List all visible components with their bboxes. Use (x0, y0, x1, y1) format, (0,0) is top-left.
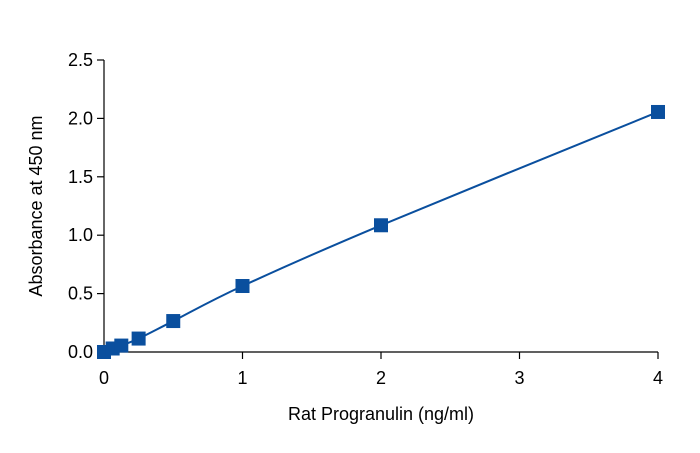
y-tick-label-0: 0.0 (68, 342, 93, 362)
data-point-2 (114, 338, 129, 353)
y-tick-label-3: 1.5 (68, 167, 93, 187)
x-axis-title: Rat Progranulin (ng/ml) (288, 404, 474, 424)
data-point-5 (235, 279, 250, 294)
x-tick-label-1: 1 (237, 368, 247, 388)
data-point-7 (651, 104, 665, 119)
y-tick-label-1: 0.5 (68, 284, 93, 304)
y-tick-label-2: 1.0 (68, 225, 93, 245)
data-point-4 (166, 314, 181, 329)
y-axis-ticks: 0.0 0.5 1.0 1.5 2.0 2.5 (68, 50, 104, 362)
plot-area: 0.0 0.5 1.0 1.5 2.0 2.5 0 1 2 3 4 (68, 50, 665, 388)
x-tick-label-3: 3 (514, 368, 524, 388)
x-axis-ticks: 0 1 2 3 4 (99, 352, 663, 388)
x-tick-label-4: 4 (653, 368, 663, 388)
x-tick-label-2: 2 (376, 368, 386, 388)
y-tick-label-5: 2.5 (68, 50, 93, 70)
x-tick-label-0: 0 (99, 368, 109, 388)
data-points (97, 104, 665, 359)
data-point-6 (374, 218, 388, 233)
y-axis-title: Absorbance at 450 nm (26, 115, 46, 296)
data-point-3 (131, 331, 146, 346)
y-tick-label-4: 2.0 (68, 108, 93, 128)
